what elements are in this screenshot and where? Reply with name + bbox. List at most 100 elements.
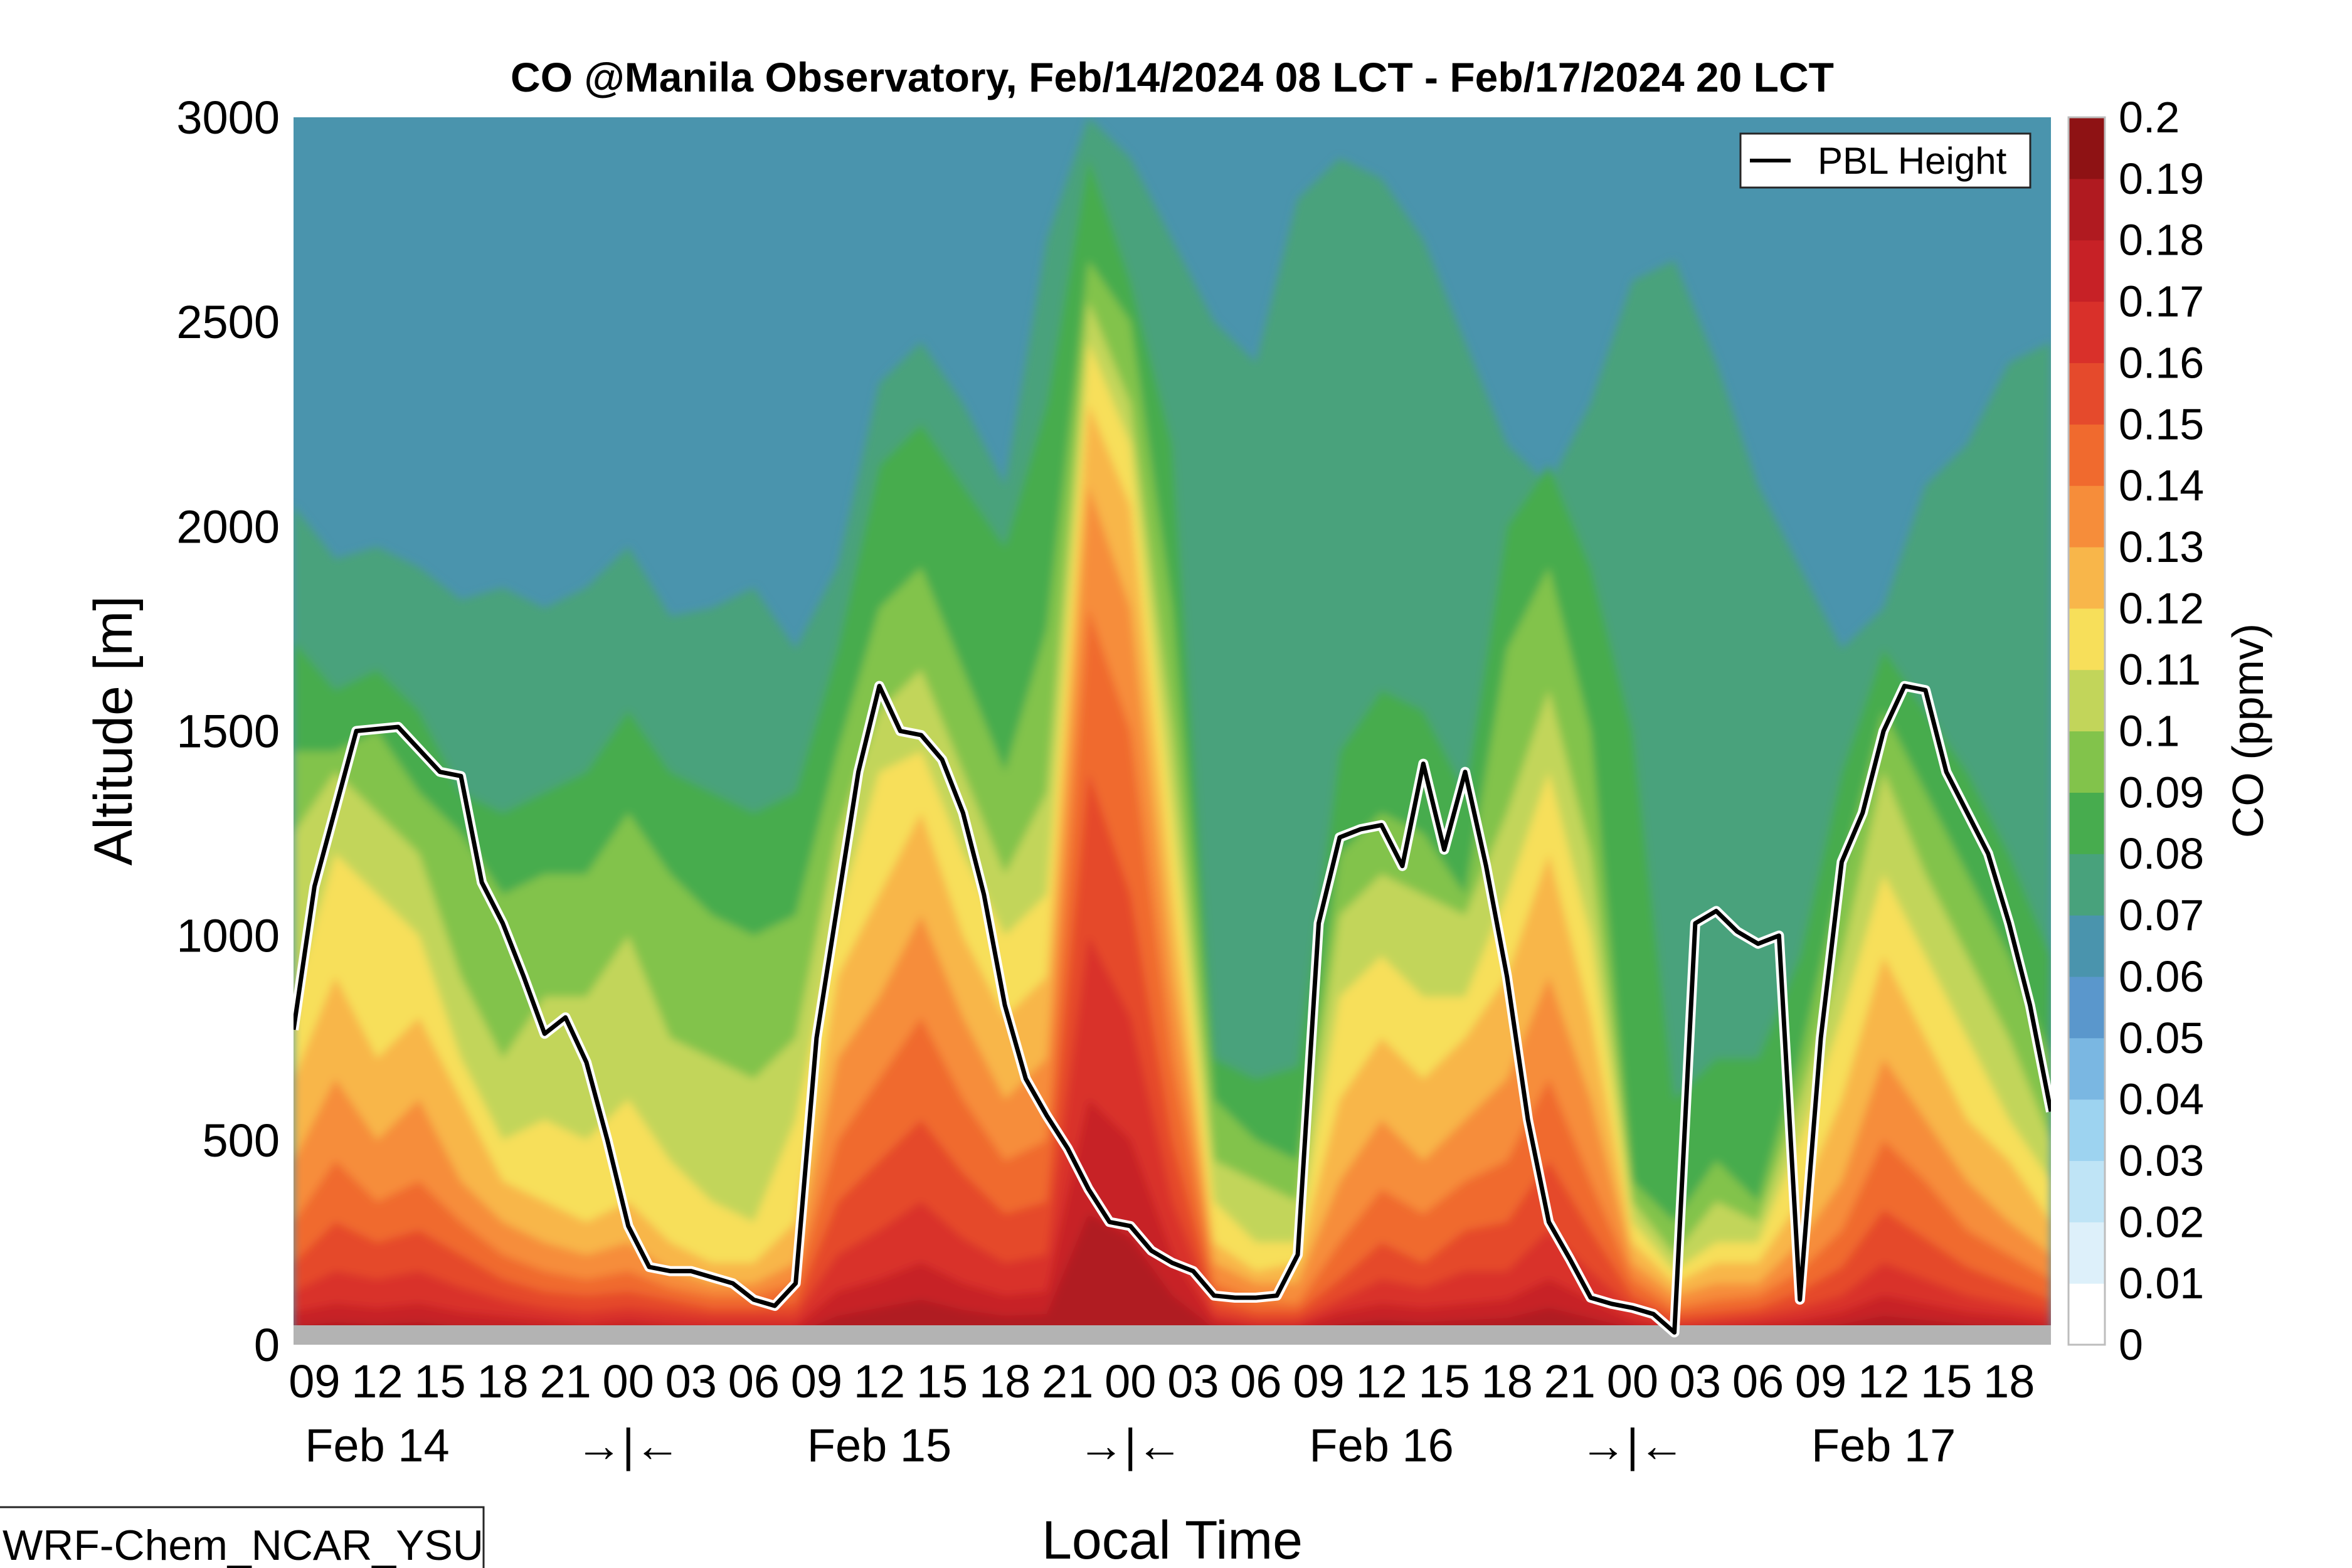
colorbar-swatch (2069, 485, 2105, 548)
colorbar-tick-label: 0.11 (2119, 645, 2201, 694)
x-tick-label: 03 (1167, 1355, 1219, 1407)
colorbar-label: CO (ppmv) (2223, 623, 2272, 838)
colorbar-swatch (2069, 669, 2105, 732)
model-tag-box: WRF-Chem_NCAR_YSU (0, 1506, 485, 1568)
colorbar-tick-label: 0.08 (2119, 829, 2204, 878)
pbl-height-series (294, 684, 2051, 1335)
colorbar-tick-label: 0 (2119, 1320, 2143, 1369)
colorbar-tick-label: 0.01 (2119, 1259, 2204, 1308)
colorbar: 0 0.01 0.02 0.03 0.04 0.05 0.06 0.07 0.08 0.09 0.1… (2067, 93, 2204, 1369)
colorbar-swatch (2069, 240, 2105, 302)
colorbar-swatch (2069, 117, 2105, 179)
colorbar-tick-label: 0.03 (2119, 1136, 2204, 1185)
x-tick-label: 18 (1481, 1355, 1533, 1407)
colorbar-swatch (2069, 424, 2105, 486)
x-day-label: →|← (1580, 1419, 1685, 1471)
colorbar-swatch (2069, 1160, 2105, 1222)
x-tick-label: 18 (477, 1355, 528, 1407)
x-day-label: Feb 14 (305, 1419, 449, 1471)
pbl-height-line (294, 681, 2051, 1338)
x-tick-label: 09 (1293, 1355, 1344, 1407)
x-tick-label: 00 (603, 1355, 654, 1407)
x-tick-label: 03 (1670, 1355, 1721, 1407)
x-tick-label: 21 (539, 1355, 591, 1407)
x-tick-label: 00 (1104, 1355, 1156, 1407)
y-tick-label: 2000 (176, 501, 280, 553)
x-tick-label: 12 (1858, 1355, 1909, 1407)
legend: PBL Height (1739, 132, 2032, 189)
x-tick-label: 12 (351, 1355, 403, 1407)
x-tick-label: 09 (791, 1355, 842, 1407)
colorbar-swatch (2069, 1037, 2105, 1100)
colorbar-tick-label: 0.1 (2119, 707, 2180, 756)
colorbar-swatch (2069, 1222, 2105, 1284)
colorbar-frame (2067, 116, 2106, 1346)
colorbar-swatch (2069, 854, 2105, 916)
colorbar-tick-label: 0.07 (2119, 891, 2204, 940)
colorbar-swatch (2069, 731, 2105, 793)
colorbar-tick-label: 0.19 (2119, 154, 2204, 203)
colorbar-tick-label: 0.15 (2119, 400, 2204, 448)
colorbar-swatch (2069, 915, 2105, 977)
colorbar-tick-label: 0.13 (2119, 522, 2204, 571)
x-tick-label: 09 (1795, 1355, 1846, 1407)
y-tick-label: 3000 (176, 92, 280, 144)
colorbar-tick-label: 0.2 (2119, 93, 2180, 142)
contour-band-0_11 (294, 342, 2051, 1345)
x-tick-label: 03 (665, 1355, 717, 1407)
colorbar-tick-label: 0.14 (2119, 461, 2204, 510)
colorbar-swatch (2069, 301, 2105, 363)
x-tick-label: 06 (728, 1355, 780, 1407)
x-tick-label: 21 (1544, 1355, 1596, 1407)
colorbar-swatch (2069, 792, 2105, 854)
x-tick-label: 00 (1607, 1355, 1658, 1407)
chart-title: CO @Manila Observatory, Feb/14/2024 08 L… (511, 54, 1834, 100)
colorbar-tick-label: 0.04 (2119, 1075, 2204, 1124)
y-axis: 0 500 1000 1500 2000 2500 3000 (176, 92, 280, 1371)
ground-strip (294, 1325, 2051, 1345)
x-day-label: →|← (576, 1419, 681, 1471)
colorbar-tick-label: 0.16 (2119, 338, 2204, 387)
x-tick-label: 18 (1983, 1355, 2035, 1407)
colorbar-tick-label: 0.09 (2119, 768, 2204, 817)
colorbar-tick-label: 0.06 (2119, 952, 2204, 1001)
x-tick-label: 15 (414, 1355, 465, 1407)
x-tick-label: 09 (289, 1355, 340, 1407)
x-tick-label: 06 (1230, 1355, 1281, 1407)
colorbar-swatch (2069, 1283, 2105, 1345)
colorbar-swatch (2069, 608, 2105, 670)
colorbar-swatch (2069, 1099, 2105, 1162)
colorbar-tick-label: 0.12 (2119, 584, 2204, 633)
x-tick-label: 15 (916, 1355, 968, 1407)
y-tick-label: 1500 (176, 706, 280, 758)
legend-entry-pbl-height: PBL Height (1818, 140, 2007, 182)
colorbar-tick-label: 0.05 (2119, 1014, 2204, 1062)
colorbar-swatch (2069, 546, 2105, 609)
y-tick-label: 0 (254, 1319, 280, 1371)
x-tick-label: 12 (854, 1355, 905, 1407)
colorbar-swatch (2069, 976, 2105, 1039)
x-tick-label: 15 (1920, 1355, 1972, 1407)
colorbar-tick-label: 0.17 (2119, 277, 2204, 326)
model-tag: WRF-Chem_NCAR_YSU (3, 1522, 484, 1568)
colorbar-tick-label: 0.02 (2119, 1197, 2204, 1246)
x-tick-label: 12 (1355, 1355, 1407, 1407)
x-day-label: Feb 16 (1309, 1419, 1453, 1471)
y-tick-label: 500 (203, 1115, 280, 1167)
x-tick-label: 18 (979, 1355, 1030, 1407)
y-tick-label: 1000 (176, 910, 280, 962)
y-tick-label: 2500 (176, 296, 280, 348)
x-day-label: Feb 17 (1811, 1419, 1956, 1471)
x-day-label: →|← (1078, 1419, 1183, 1471)
colorbar-swatch (2069, 178, 2105, 241)
colorbar-swatch (2069, 363, 2105, 425)
x-day-label: Feb 15 (807, 1419, 951, 1471)
colorbar-tick-label: 0.18 (2119, 216, 2204, 265)
contour-bands (294, 117, 2051, 1345)
x-tick-label: 21 (1042, 1355, 1093, 1407)
x-axis: 09 12 15 18 21 00 03 06 09 12 15 18 21 00 03 06 09 12 15 18… (289, 1355, 2035, 1471)
x-axis-label: Local Time (1042, 1510, 1303, 1568)
plot-area (294, 117, 2051, 1345)
y-axis-label: Altitude [m] (83, 596, 144, 866)
